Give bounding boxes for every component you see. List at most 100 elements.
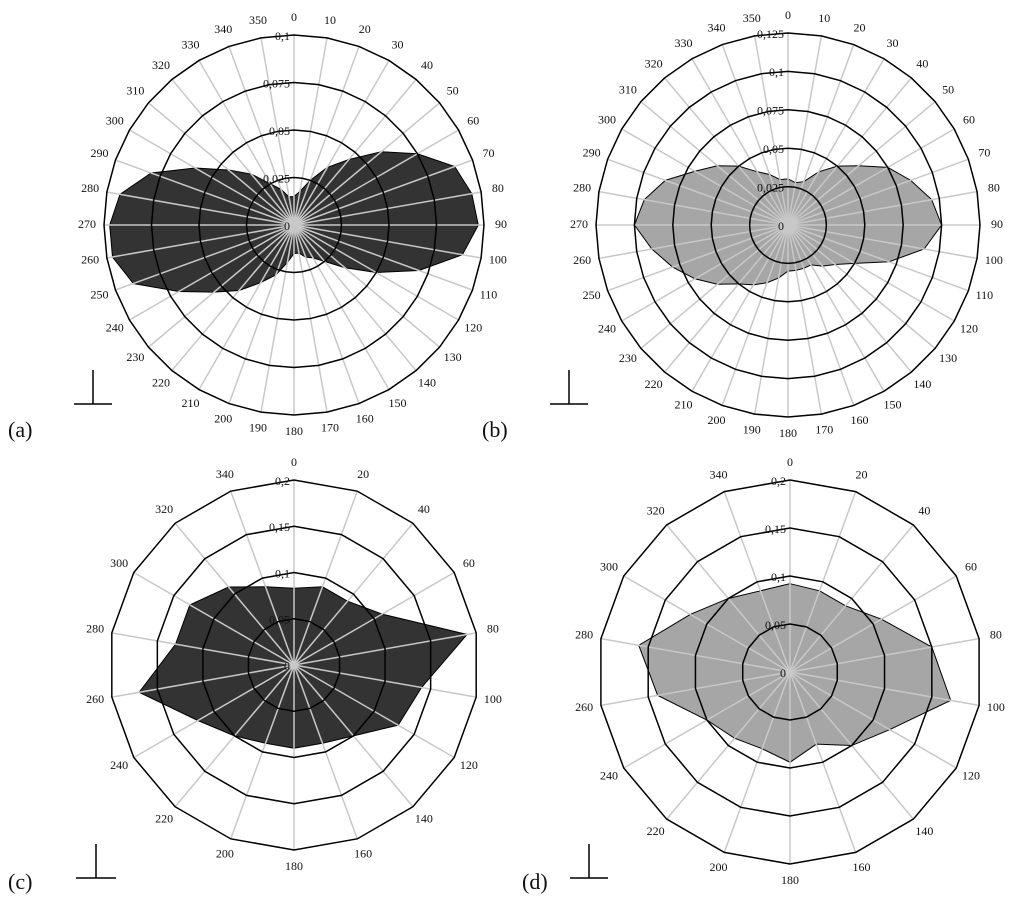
r-tick-label: 0,2	[275, 474, 290, 488]
category-label: 270	[78, 217, 96, 231]
category-label: 140	[915, 824, 933, 838]
category-label: 160	[354, 847, 372, 861]
spoke	[691, 58, 789, 226]
spoke	[721, 44, 789, 226]
category-label: 180	[285, 424, 303, 438]
category-label: 170	[815, 423, 833, 437]
category-label: 100	[985, 253, 1003, 267]
category-label: 290	[583, 145, 601, 159]
category-label: 300	[110, 556, 128, 570]
spoke	[787, 224, 978, 260]
spoke	[607, 224, 789, 292]
r-tick-label: 0	[284, 659, 290, 673]
category-label: 30	[392, 37, 404, 51]
grid-ring	[150, 81, 438, 369]
category-label: 260	[573, 253, 591, 267]
category-label: 90	[991, 217, 1003, 231]
category-label: 60	[467, 113, 479, 127]
spoke	[787, 101, 936, 226]
category-label: 300	[598, 112, 616, 126]
r-tick-label: 0	[284, 219, 290, 233]
spoke	[753, 224, 789, 415]
spoke	[787, 44, 855, 226]
category-label: 140	[913, 377, 931, 391]
category-label: 290	[90, 146, 108, 160]
r-tick-label: 0,125	[757, 27, 784, 41]
perpendicular-icons	[74, 370, 608, 879]
r-tick-label: 0,05	[763, 142, 784, 156]
category-label: 210	[675, 398, 693, 412]
category-label: 50	[942, 82, 954, 96]
category-label: 90	[495, 217, 507, 231]
category-label: 60	[463, 556, 475, 570]
category-label: 210	[182, 396, 200, 410]
category-label: 120	[464, 320, 482, 334]
category-label: 0	[787, 455, 793, 469]
category-label: 10	[324, 13, 336, 27]
spoke	[787, 224, 936, 349]
category-label: 320	[645, 57, 663, 71]
panel-label: (d)	[522, 869, 548, 894]
category-label: 50	[447, 84, 459, 98]
spoke	[721, 224, 789, 406]
grid-ring	[111, 479, 477, 851]
category-label: 350	[743, 11, 761, 25]
spoke	[787, 158, 969, 226]
category-label: 300	[106, 113, 124, 127]
category-label: 330	[182, 37, 200, 51]
category-label: 340	[216, 467, 234, 481]
spoke	[640, 224, 789, 349]
category-label: 320	[647, 504, 665, 518]
category-label: 260	[86, 692, 104, 706]
category-label: 220	[645, 377, 663, 391]
panel-label: (a)	[8, 417, 32, 442]
r-tick-label: 0,1	[275, 566, 290, 580]
spoke	[787, 190, 978, 226]
category-label: 310	[126, 84, 144, 98]
category-label: 120	[960, 321, 978, 335]
category-label: 240	[598, 321, 616, 335]
grid-ring	[198, 129, 390, 321]
category-label: 220	[152, 375, 170, 389]
category-label: 120	[962, 768, 980, 782]
category-label: 110	[976, 288, 994, 302]
category-label: 0	[291, 10, 297, 24]
category-label: 20	[357, 467, 369, 481]
category-label: 200	[214, 411, 232, 425]
category-label: 340	[708, 20, 726, 34]
category-label: 40	[916, 57, 928, 71]
category-label: 320	[152, 58, 170, 72]
category-label: 240	[600, 768, 618, 782]
category-label: 130	[444, 350, 462, 364]
category-label: 330	[675, 36, 693, 50]
category-label: 40	[418, 502, 430, 516]
category-label: 220	[647, 824, 665, 838]
category-label: 110	[480, 288, 498, 302]
r-tick-label: 0,1	[771, 570, 786, 584]
grid-ring	[156, 525, 432, 805]
r-tick-label: 0	[778, 219, 784, 233]
spoke	[598, 190, 789, 226]
grid-ring	[202, 571, 386, 759]
grid-ring	[672, 109, 904, 341]
r-tick-label: 0,025	[757, 180, 784, 194]
spoke	[664, 77, 789, 226]
category-label: 140	[415, 811, 433, 825]
spoke	[664, 224, 789, 373]
category-label: 160	[852, 860, 870, 874]
category-label: 0	[291, 455, 297, 469]
panel-label: (b)	[482, 417, 508, 442]
category-label: 120	[460, 758, 478, 772]
r-tick-label: 0,15	[269, 520, 290, 534]
category-label: 100	[987, 700, 1005, 714]
category-label: 60	[963, 112, 975, 126]
category-label: 230	[126, 350, 144, 364]
category-label: 40	[918, 504, 930, 518]
category-label: 280	[81, 181, 99, 195]
category-label: 70	[483, 146, 495, 160]
panel-label: (c)	[8, 869, 32, 894]
category-label: 80	[492, 181, 504, 195]
r-tick-label: 0,05	[269, 124, 290, 138]
category-label: 60	[965, 559, 977, 573]
